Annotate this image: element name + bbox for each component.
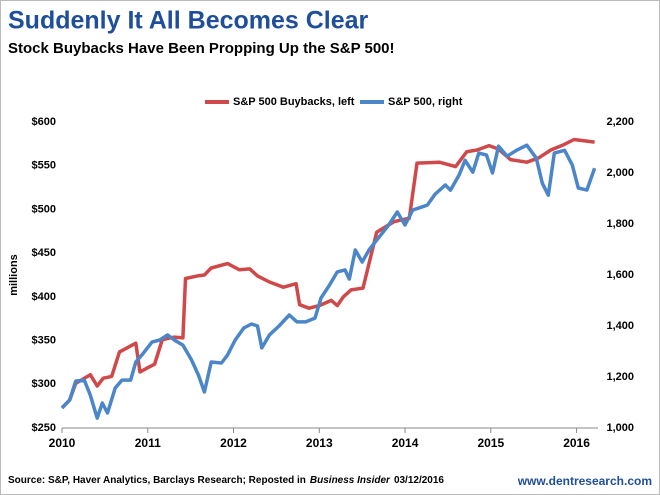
chart-subtitle: Stock Buybacks Have Been Propping Up the… bbox=[8, 40, 395, 57]
series-line bbox=[60, 143, 597, 420]
x-tick-label: 2011 bbox=[135, 436, 161, 450]
x-tick-label: 2014 bbox=[392, 436, 419, 450]
x-tick-label: 2010 bbox=[49, 436, 76, 450]
legend-label: S&P 500, right bbox=[388, 96, 463, 108]
y-tick-label: $600 bbox=[32, 116, 56, 128]
x-tick-label: 2012 bbox=[220, 436, 247, 450]
x-tick-label: 2016 bbox=[563, 436, 590, 450]
website: www.dentresearch.com bbox=[517, 474, 652, 488]
source-date: 03/12/2016 bbox=[394, 475, 444, 486]
y-axis-label: millions bbox=[8, 254, 20, 296]
y2-tick-label: 1,200 bbox=[606, 371, 634, 383]
y2-tick-label: 1,400 bbox=[606, 320, 634, 332]
series-line bbox=[60, 137, 595, 410]
x-tick-label: 2013 bbox=[306, 436, 333, 450]
y2-tick-label: 1,800 bbox=[606, 218, 634, 230]
y-tick-label: $400 bbox=[32, 291, 56, 303]
y2-tick-label: 1,000 bbox=[606, 422, 634, 434]
y-tick-label: $550 bbox=[32, 160, 56, 172]
source-publication: Business Insider bbox=[310, 475, 391, 486]
x-tick-label: 2015 bbox=[477, 436, 504, 450]
legend-label: S&P 500 Buybacks, left bbox=[233, 96, 355, 108]
y2-tick-label: 1,600 bbox=[606, 269, 634, 281]
y2-tick-label: 2,200 bbox=[606, 116, 634, 128]
source-text: Source: S&P, Haver Analytics, Barclays R… bbox=[8, 475, 306, 486]
y-tick-label: $350 bbox=[32, 334, 56, 346]
y2-tick-label: 2,000 bbox=[606, 167, 634, 179]
y-tick-label: $250 bbox=[32, 422, 56, 434]
y-tick-label: $450 bbox=[32, 247, 56, 259]
source-note: Source: S&P, Haver Analytics, Barclays R… bbox=[8, 475, 444, 486]
y-tick-label: $500 bbox=[32, 203, 56, 215]
y-tick-label: $300 bbox=[32, 378, 56, 390]
chart-title: Suddenly It All Becomes Clear bbox=[8, 7, 369, 35]
